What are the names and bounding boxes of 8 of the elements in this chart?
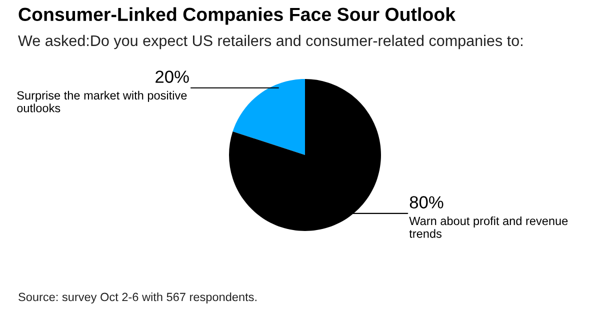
data-label: 20% [156,70,189,83]
slice-label: Warn about profit and revenue trends [409,216,568,238]
chart-title: Consumer-Linked Companies Face Sour Outlook [18,7,456,25]
data-label: 80% [410,196,444,208]
source-note: Source: survey Oct 2-6 with 567 respondents. [18,292,256,304]
slice-label: Surprise the market with positive outlooks [17,90,187,112]
chart-subtitle: We asked:Do you expect US retailers and consumer-related companies to: [18,34,522,50]
pie-slice [232,79,305,155]
